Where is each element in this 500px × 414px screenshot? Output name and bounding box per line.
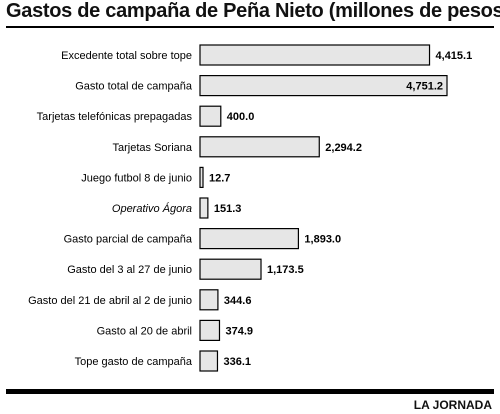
category-label-tarjetas-soriana: Tarjetas Soriana — [113, 142, 193, 154]
bar-tarjetas-telefonicas-prepagadas — [199, 105, 222, 127]
category-label-juego-futbol-8-de-junio: Juego futbol 8 de junio — [81, 172, 192, 184]
category-label-operativo-agora: Operativo Ágora — [112, 202, 192, 215]
bar-tarjetas-soriana — [199, 136, 320, 158]
category-label-gasto-del-21-de-abril-al-2-de-junio: Gasto del 21 de abril al 2 de junio — [28, 295, 192, 307]
value-label-excedente-total-sobre-tope: 4,415.1 — [436, 50, 473, 62]
value-label-tope-gasto-de-campana: 336.1 — [223, 356, 251, 368]
bar-gasto-parcial-de-campana — [199, 228, 300, 250]
bar-gasto-total-de-campana — [199, 74, 448, 97]
value-label-tarjetas-soriana: 2,294.2 — [325, 142, 362, 154]
source-credit: LA JORNADA — [413, 398, 492, 412]
category-label-tarjetas-telefonicas-prepagadas: Tarjetas telefónicas prepagadas — [37, 111, 193, 123]
bar-gasto-del-21-de-abril-al-2-de-junio — [199, 289, 219, 311]
bar-gasto-del-3-al-27-de-junio — [199, 258, 262, 280]
value-label-gasto-del-21-de-abril-al-2-de-junio: 344.6 — [224, 295, 252, 307]
bar-operativo-agora — [199, 197, 209, 219]
bar-excedente-total-sobre-tope — [199, 44, 431, 66]
bar-tope-gasto-de-campana — [199, 350, 219, 372]
category-label-gasto-total-de-campana: Gasto total de campaña — [75, 81, 193, 93]
chart-title: Gastos de campaña de Peña Nieto (millone… — [6, 0, 500, 22]
value-label-tarjetas-telefonicas-prepagadas: 400.0 — [227, 111, 255, 123]
category-label-gasto-del-3-al-27-de-junio: Gasto del 3 al 27 de junio — [67, 264, 192, 276]
category-label-tope-gasto-de-campana: Tope gasto de campaña — [75, 356, 193, 368]
value-label-gasto-parcial-de-campana: 1,893.0 — [304, 234, 341, 246]
category-label-gasto-parcial-de-campana: Gasto parcial de campaña — [64, 234, 193, 246]
value-label-juego-futbol-8-de-junio: 12.7 — [209, 172, 230, 184]
category-label-excedente-total-sobre-tope: Excedente total sobre tope — [61, 50, 192, 62]
bar-juego-futbol-8-de-junio — [199, 166, 204, 188]
bar-gasto-al-20-de-abril — [199, 319, 221, 341]
value-label-gasto-total-de-campana: 4,751.2 — [406, 81, 443, 93]
value-label-operativo-agora: 151.3 — [214, 203, 242, 215]
chart-frame — [6, 26, 494, 394]
category-label-gasto-al-20-de-abril: Gasto al 20 de abril — [97, 325, 192, 337]
value-label-gasto-al-20-de-abril: 374.9 — [225, 325, 253, 337]
value-label-gasto-del-3-al-27-de-junio: 1,173.5 — [267, 264, 304, 276]
